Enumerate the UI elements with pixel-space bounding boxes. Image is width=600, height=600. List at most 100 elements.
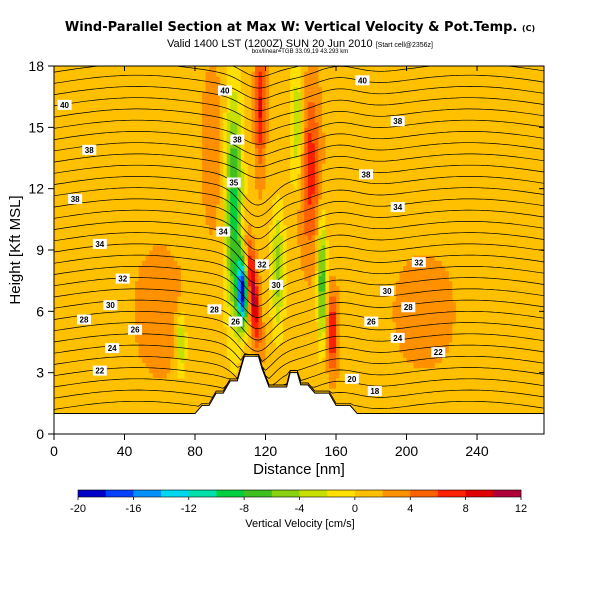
field-cell <box>258 234 263 241</box>
field-cell <box>68 204 73 210</box>
field-cell <box>219 71 224 77</box>
field-cell <box>99 403 104 410</box>
field-cell <box>177 388 182 394</box>
field-cell <box>198 326 203 333</box>
field-cell <box>68 362 73 369</box>
field-cell <box>247 147 253 154</box>
field-cell <box>191 142 196 149</box>
field-cell <box>135 362 140 369</box>
field-cell <box>180 81 186 88</box>
field-cell <box>223 311 228 318</box>
field-cell <box>173 229 178 236</box>
field-cell <box>209 152 214 159</box>
field-cell <box>247 122 253 128</box>
field-cell <box>135 152 140 159</box>
field-cell <box>120 296 126 302</box>
field-cell <box>71 270 76 277</box>
field-cell <box>54 342 59 348</box>
field-cell <box>120 408 126 415</box>
field-cell <box>286 178 291 185</box>
field-cell <box>138 265 143 272</box>
field-cell <box>99 86 104 93</box>
field-cell <box>99 91 104 98</box>
field-cell <box>216 280 221 287</box>
field-cell <box>202 96 207 103</box>
field-cell <box>71 137 76 144</box>
field-cell <box>166 168 171 174</box>
field-cell <box>240 163 245 169</box>
field-cell <box>180 214 186 220</box>
field-cell <box>233 372 238 379</box>
field-cell <box>85 290 90 297</box>
field-cell <box>145 101 150 108</box>
field-cell <box>184 326 189 333</box>
field-cell <box>82 270 87 277</box>
field-cell <box>195 158 200 164</box>
field-cell <box>120 321 126 328</box>
field-cell <box>293 255 298 261</box>
field-cell <box>170 224 175 231</box>
field-cell <box>230 168 235 174</box>
field-cell <box>156 306 161 312</box>
field-cell <box>92 71 97 77</box>
field-cell <box>265 357 270 364</box>
field-cell <box>149 250 154 256</box>
field-cell <box>180 408 186 415</box>
field-cell <box>156 117 161 123</box>
field-cell <box>124 239 129 246</box>
field-cell <box>156 147 161 154</box>
field-cell <box>82 81 87 88</box>
field-cell <box>230 122 235 128</box>
field-cell <box>117 316 122 323</box>
field-cell <box>103 158 108 164</box>
field-cell <box>166 301 171 307</box>
field-cell <box>261 122 267 128</box>
field-cell <box>117 117 122 123</box>
field-cell <box>152 183 157 190</box>
field-cell <box>103 296 108 302</box>
field-cell <box>216 316 221 323</box>
field-cell <box>89 357 94 364</box>
field-cell <box>265 224 270 231</box>
field-cell <box>64 147 69 154</box>
field-cell <box>279 66 284 72</box>
field-cell <box>283 168 288 174</box>
field-cell <box>110 393 115 399</box>
field-cell <box>254 152 260 159</box>
field-cell <box>117 301 122 307</box>
field-cell <box>251 132 256 139</box>
field-cell <box>78 147 83 154</box>
field-cell <box>265 66 270 72</box>
field-cell <box>293 311 298 318</box>
field-cell <box>265 106 270 113</box>
field-cell <box>124 117 129 123</box>
field-cell <box>209 234 214 241</box>
field-cell <box>283 239 288 246</box>
field-cell <box>187 382 193 389</box>
field-cell <box>96 336 101 343</box>
field-cell <box>103 382 108 389</box>
field-cell <box>61 280 66 287</box>
field-cell <box>57 301 62 307</box>
field-cell <box>226 142 231 149</box>
field-cell <box>117 163 122 169</box>
field-cell <box>110 377 115 384</box>
field-cell <box>170 173 175 180</box>
field-cell <box>244 352 249 358</box>
field-cell <box>212 66 217 72</box>
field-cell <box>226 96 231 103</box>
field-cell <box>233 347 238 353</box>
field-cell <box>251 147 256 154</box>
field-cell <box>240 112 245 118</box>
field-cell <box>279 158 284 164</box>
field-cell <box>149 239 154 246</box>
field-cell <box>272 86 277 93</box>
field-cell <box>205 168 210 174</box>
field-cell <box>216 382 221 389</box>
field-cell <box>184 398 189 404</box>
field-cell <box>187 398 193 404</box>
field-cell <box>173 122 178 128</box>
field-cell <box>152 117 157 123</box>
field-cell <box>145 66 150 72</box>
field-cell <box>212 173 217 180</box>
